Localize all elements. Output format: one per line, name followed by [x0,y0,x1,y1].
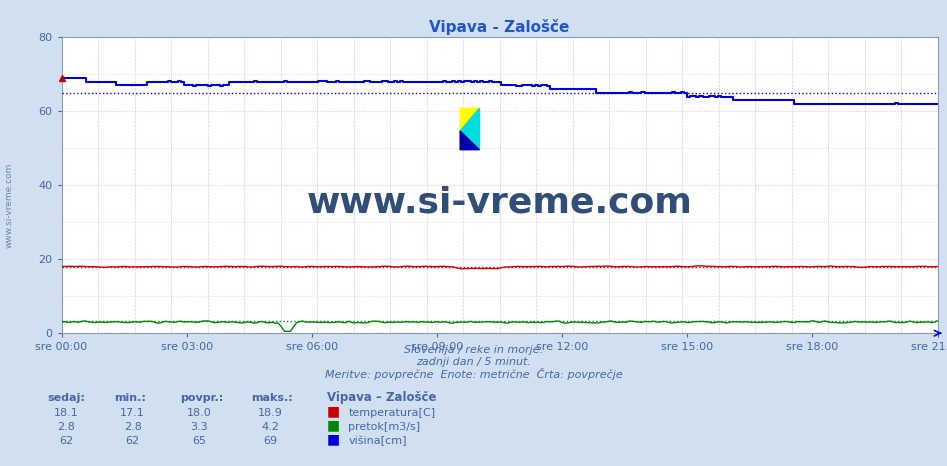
Text: 62: 62 [60,436,73,445]
Text: višina[cm]: višina[cm] [348,435,407,445]
Text: maks.:: maks.: [251,393,293,403]
Text: sedaj:: sedaj: [47,393,85,403]
Text: 3.3: 3.3 [190,422,207,432]
Text: 62: 62 [126,436,139,445]
Polygon shape [460,108,479,150]
Text: www.si-vreme.com: www.si-vreme.com [5,162,14,248]
Text: Vipava – Zalošče: Vipava – Zalošče [327,391,437,404]
Text: Slovenija / reke in morje.: Slovenija / reke in morje. [404,345,543,355]
Text: 2.8: 2.8 [124,422,141,432]
Text: 2.8: 2.8 [58,422,75,432]
Text: ■: ■ [327,432,340,446]
Text: zadnji dan / 5 minut.: zadnji dan / 5 minut. [416,357,531,367]
Title: Vipava - Zalošče: Vipava - Zalošče [429,19,570,35]
Text: 18.9: 18.9 [258,408,282,418]
Text: 17.1: 17.1 [120,408,145,418]
Text: 18.0: 18.0 [187,408,211,418]
Text: 69: 69 [263,436,277,445]
Text: pretok[m3/s]: pretok[m3/s] [348,422,420,432]
Text: temperatura[C]: temperatura[C] [348,408,436,418]
Polygon shape [460,108,479,131]
Text: 18.1: 18.1 [54,408,79,418]
Text: 4.2: 4.2 [261,422,278,432]
Polygon shape [460,131,479,150]
Text: ■: ■ [327,418,340,432]
Text: www.si-vreme.com: www.si-vreme.com [307,186,692,220]
Text: ■: ■ [327,404,340,418]
Text: Meritve: povprečne  Enote: metrične  Črta: povprečje: Meritve: povprečne Enote: metrične Črta:… [325,368,622,380]
Text: min.:: min.: [114,393,146,403]
Text: 65: 65 [192,436,205,445]
Text: povpr.:: povpr.: [180,393,223,403]
